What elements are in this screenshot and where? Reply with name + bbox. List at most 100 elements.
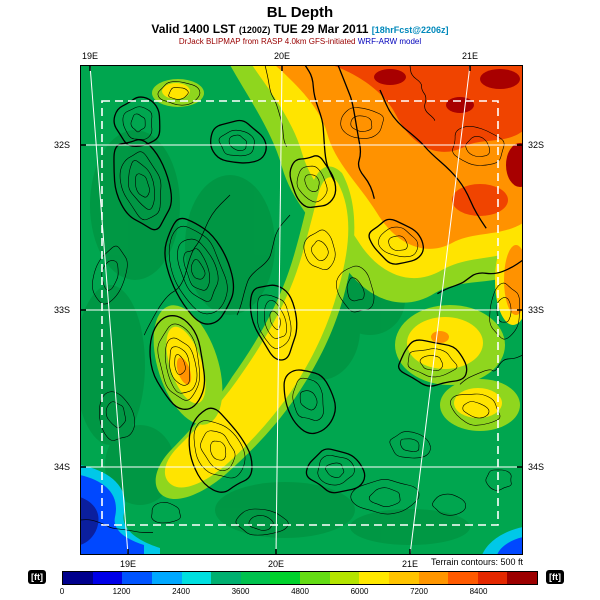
- colorbar-segment: [211, 572, 241, 584]
- terrain-contour-line: [164, 337, 198, 394]
- terrain-contour-line: [157, 323, 200, 401]
- terrain-contour-line: [450, 393, 501, 426]
- bl-depth-contour-line: [304, 65, 336, 183]
- terrain-contour-line: [113, 139, 173, 231]
- lon-tick-label-bottom: 20E: [267, 559, 285, 569]
- terrain-contour-line: [289, 155, 337, 209]
- terrain-contour-line: [235, 508, 289, 536]
- terrain-contour-line: [228, 134, 247, 152]
- terrain-contour-line: [168, 87, 189, 100]
- terrain-contour-line: [388, 235, 408, 251]
- terrain-contour-line: [462, 401, 490, 419]
- terrain-contour-line: [407, 348, 458, 378]
- terrain-contour-line: [177, 238, 219, 302]
- terrain-contour-line: [119, 151, 162, 221]
- terrain-contour-line: [432, 493, 467, 516]
- lat-tick-label-left: 34S: [53, 462, 70, 472]
- colorbar-segment: [418, 572, 449, 584]
- colorbar-segment: [388, 572, 419, 584]
- colorbar-segment: [63, 572, 93, 584]
- terrain-contour-line: [200, 430, 236, 471]
- terrain-contour-line: [92, 245, 128, 305]
- terrain-contour-line: [190, 259, 206, 280]
- bl-zone-red-ne: [332, 65, 523, 152]
- colorbar-segment: [477, 572, 508, 584]
- bl-depth-map: [80, 65, 523, 555]
- terrain-contour-line: [135, 173, 150, 198]
- terrain-contour-line: [210, 440, 227, 461]
- terrain-contour-line: [169, 346, 190, 386]
- terrain-contour-line: [105, 401, 126, 429]
- valid-ztime: (1200Z): [238, 25, 271, 35]
- terrain-contour-line: [346, 277, 365, 302]
- lat-tick-label-right: 32S: [528, 140, 545, 150]
- terrain-contour-line: [101, 260, 119, 291]
- terrain-contour-line: [419, 355, 444, 372]
- terrain-contour-line: [157, 81, 201, 106]
- terrain-contour-line: [296, 165, 328, 203]
- terrain-contour-line: [130, 113, 146, 133]
- terrain-contour-line: [292, 377, 324, 421]
- bl-depth-contour-line: [437, 259, 523, 295]
- colorbar-tick-label: 4800: [291, 587, 309, 596]
- colorbar-segment: [270, 572, 300, 584]
- lat-tick-label-left: 32S: [53, 140, 70, 150]
- yellow-ridge-west: [152, 79, 223, 425]
- terrain-contour-line: [174, 354, 186, 376]
- colorbar-tick-label: 2400: [172, 587, 190, 596]
- model-name: WRF-ARW model: [357, 37, 422, 46]
- lon-tick-label-top: 21E: [461, 51, 479, 61]
- bl-depth-contour-line: [379, 89, 487, 229]
- terrain-contour-line: [283, 369, 336, 435]
- terrain-contour-line: [350, 479, 420, 515]
- colorbar: [62, 571, 538, 585]
- bl-depth-contour-line: [459, 354, 523, 385]
- axis-ticks: [80, 65, 523, 555]
- terrain-contour-line: [303, 229, 336, 271]
- terrain-contour-line: [368, 487, 401, 507]
- colorbar-segment: [151, 572, 182, 584]
- terrain-contour-line: [269, 310, 281, 331]
- colorbar-tick-label: 3600: [231, 587, 250, 596]
- bl-depth-contour-line: [264, 65, 287, 147]
- terrain-contour-line: [249, 284, 298, 361]
- yellow-band: [164, 177, 349, 488]
- terrain-contour-line: [256, 294, 292, 349]
- terrain-contour-line: [317, 454, 355, 486]
- terrain-contour-line: [350, 115, 373, 132]
- colorbar-segment: [329, 572, 360, 584]
- colorbar-segment: [448, 572, 478, 584]
- valid-line: Valid 1400 LST (1200Z) TUE 29 Mar 2011 […: [0, 22, 600, 36]
- valid-prefix: Valid 1400 LST: [151, 22, 236, 36]
- model-source: DrJack BLIPMAP from RASP 4.0km GFS-initi…: [178, 37, 356, 46]
- lat-tick-label-left: 33S: [53, 305, 70, 315]
- lon-tick-label-top: 20E: [273, 51, 291, 61]
- bl-depth-contour-line: [236, 214, 291, 316]
- lon-tick-label-top: 19E: [81, 51, 99, 61]
- terrain-contour-line: [489, 282, 520, 340]
- colorbar-segment: [359, 572, 389, 584]
- terrain-contour-line: [378, 226, 419, 258]
- bl-zone-darkred-cores: [374, 69, 523, 187]
- sea-area-southeast: [482, 527, 523, 555]
- bl-depth-contour-line: [80, 519, 154, 533]
- page-title: BL Depth: [266, 4, 334, 21]
- terrain-contour-line: [311, 240, 329, 261]
- model-domain-box: [101, 100, 499, 526]
- terrain-contour-line: [168, 225, 228, 315]
- header: BL Depth Valid 1400 LST (1200Z) TUE 29 M…: [0, 4, 600, 46]
- terrain-contour-line: [324, 462, 345, 479]
- lat-tick-label-right: 34S: [528, 462, 545, 472]
- lon-tick-label-bottom: 19E: [119, 559, 137, 569]
- valid-fcst: [18hrFcst@2206z]: [371, 25, 449, 35]
- colorbar-segment: [300, 572, 330, 584]
- terrain-note: Terrain contours: 500 ft: [430, 557, 523, 567]
- colorbar-segment: [122, 572, 152, 584]
- terrain-contour-line: [336, 265, 375, 313]
- terrain-contour-line: [368, 218, 424, 265]
- colorbar-tick-label: 1200: [112, 587, 131, 596]
- map-panel: [80, 65, 523, 555]
- terrain-contour-line: [496, 297, 512, 323]
- colorbar-tick-label: 0: [59, 587, 65, 596]
- colorbar-segment: [181, 572, 212, 584]
